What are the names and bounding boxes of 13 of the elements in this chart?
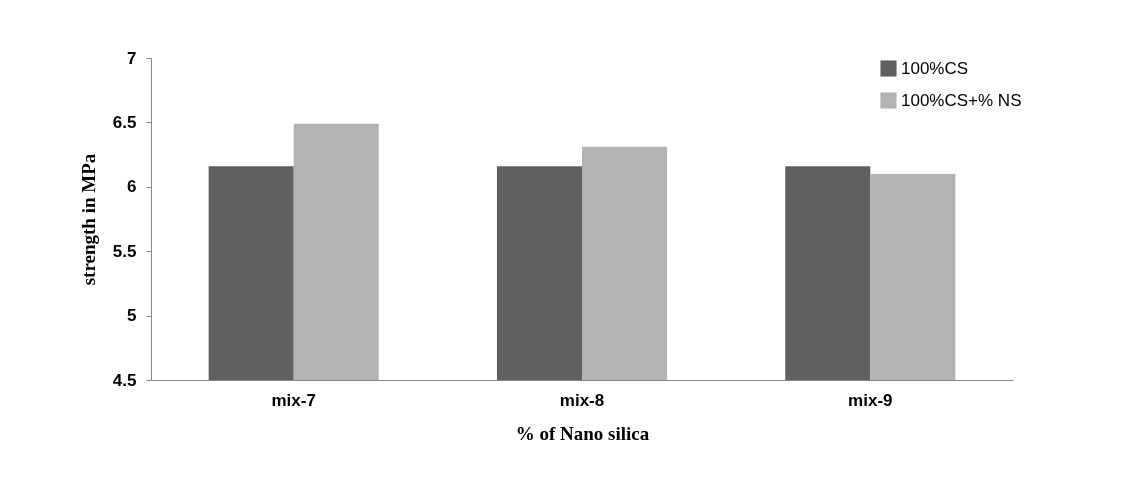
x-tick-label: mix-8: [559, 390, 605, 410]
x-axis-title: % of Nano silica: [515, 422, 650, 444]
y-axis-title: strength in MPa: [77, 153, 99, 286]
y-tick-label: 4.5: [112, 370, 137, 390]
x-tick-label: mix-9: [848, 390, 893, 410]
y-tick-label: 5: [127, 306, 137, 326]
y-tick-label: 5.5: [112, 241, 137, 261]
y-tick-label: 6: [127, 177, 137, 197]
legend-label: 100%CS+% NS: [901, 90, 1022, 110]
y-tick-label: 6.5: [112, 112, 137, 132]
x-tick-label: mix-7: [271, 390, 316, 410]
legend-label: 100%CS: [901, 58, 969, 78]
y-tick-label: 7: [127, 48, 137, 68]
